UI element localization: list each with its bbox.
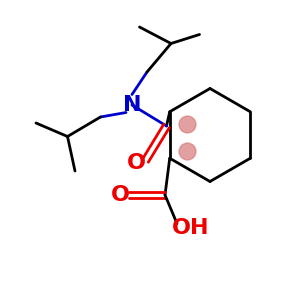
Circle shape: [179, 116, 196, 133]
Text: OH: OH: [172, 218, 209, 238]
Circle shape: [179, 143, 196, 160]
Text: O: O: [110, 185, 130, 205]
Text: N: N: [123, 95, 141, 115]
Text: O: O: [127, 154, 146, 173]
